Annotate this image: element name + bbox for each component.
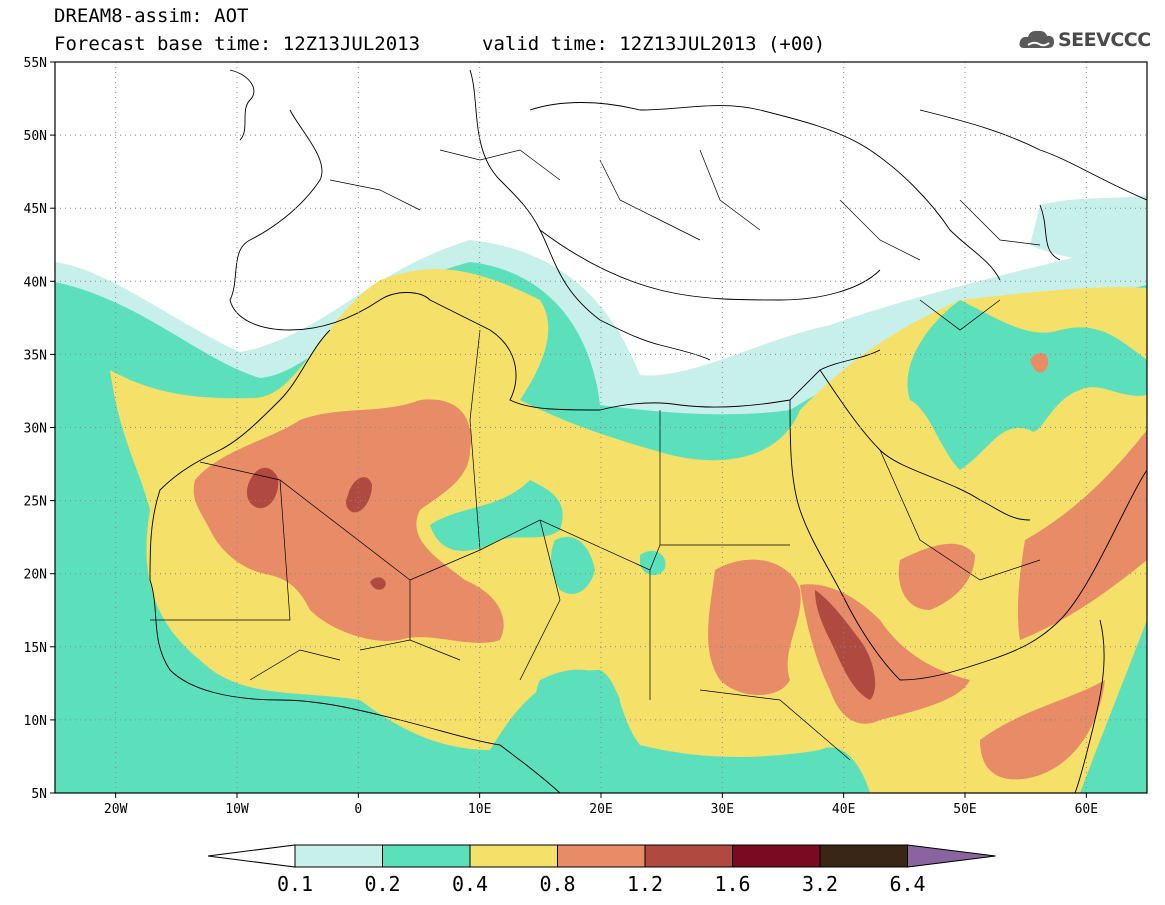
colorbar-label: 1.6 <box>714 872 750 896</box>
aot-band-0-8 <box>193 399 504 643</box>
logo-text: SEEVCCC <box>1058 29 1151 51</box>
lon-label: 30E <box>711 802 734 817</box>
colorbar-segment <box>819 844 908 868</box>
axes: 55N 50N 45N 40N 35N 30N 25N 20N 15N 10N 5N 20W 10W 0 1… <box>24 56 1099 817</box>
colorbar-segment <box>732 844 821 868</box>
colorbar-label: 0.4 <box>452 872 488 896</box>
lon-label: 40E <box>832 802 855 817</box>
forecast-base-time: Forecast base time: 12Z13JUL2013 <box>54 33 421 55</box>
lat-label: 45N <box>24 202 47 217</box>
lat-label: 10N <box>24 714 47 729</box>
lat-label: 15N <box>24 641 47 656</box>
colorbar-segment <box>294 844 383 868</box>
lat-label: 40N <box>24 275 47 290</box>
aot-band-0-1 <box>1030 195 1147 263</box>
cloud-icon <box>1019 30 1054 48</box>
lon-label: 10E <box>468 802 491 817</box>
lon-label: 10W <box>225 802 249 817</box>
gridlines <box>55 62 1147 793</box>
lon-label: 60E <box>1075 802 1098 817</box>
colorbar-segment <box>557 844 646 868</box>
colorbar-segment <box>644 844 733 868</box>
map-title: DREAM8-assim: AOT <box>54 5 249 27</box>
colorbar-segment <box>382 844 471 868</box>
borders <box>150 149 1041 761</box>
lat-label: 20N <box>24 568 47 583</box>
lon-label: 20E <box>589 802 612 817</box>
colorbar: 0.1 0.2 0.4 0.8 1.2 1.6 3.2 6.4 <box>207 844 996 896</box>
lat-label: 30N <box>24 422 47 437</box>
colorbar-over-triangle <box>907 844 996 868</box>
lat-label: 25N <box>24 495 47 510</box>
colorbar-label: 0.1 <box>277 872 313 896</box>
valid-time: valid time: 12Z13JUL2013 (+00) <box>482 33 826 55</box>
lat-label: 5N <box>31 787 47 802</box>
lon-label: 50E <box>953 802 976 817</box>
lat-label: 35N <box>24 348 47 363</box>
colorbar-label: 0.2 <box>364 872 400 896</box>
colorbar-segment <box>469 844 558 868</box>
lat-label: 55N <box>24 56 47 71</box>
colorbar-label: 1.2 <box>627 872 663 896</box>
colorbar-under-triangle <box>207 844 296 868</box>
colorbar-label: 0.8 <box>539 872 575 896</box>
lon-label: 20W <box>104 802 128 817</box>
coastlines <box>149 69 1147 793</box>
lon-label: 0 <box>354 802 362 817</box>
colorbar-label: 6.4 <box>889 872 925 896</box>
colorbar-label: 3.2 <box>802 872 838 896</box>
lat-label: 50N <box>24 129 47 144</box>
